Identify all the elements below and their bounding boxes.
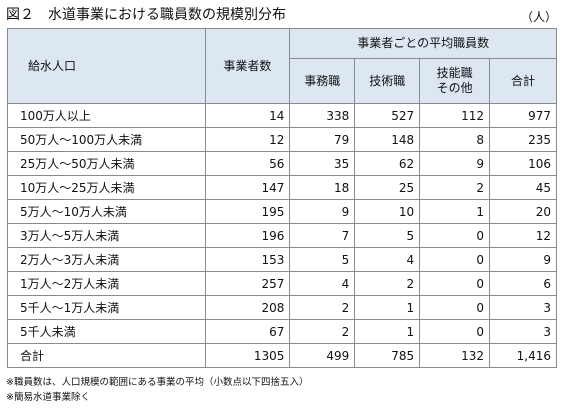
table-cell: 5千人未満 — [7, 319, 206, 344]
table-cell: 35 — [289, 151, 356, 176]
table-row: 3万人～5万人未満 196 7 5 0 12 — [7, 223, 557, 248]
table-row: 100万人以上 14 338 527 112 977 — [7, 103, 557, 128]
table-cell: 196 — [204, 223, 291, 248]
table-cell: 5万人～10万人未満 — [7, 199, 206, 224]
table-cell: 2 — [289, 319, 356, 344]
table-cell: 4 — [354, 247, 421, 272]
title: 図２ 水道事業における職員数の規模別分布 — [6, 7, 286, 23]
table-row: 2万人～3万人未満 153 5 4 0 9 — [7, 247, 557, 272]
table-cell: 106 — [489, 151, 557, 176]
header-cell: 事務職 — [289, 58, 356, 104]
table-cell: 2 — [289, 295, 356, 320]
table-cell: 235 — [489, 127, 557, 152]
header-cell: 給水人口 — [7, 28, 206, 104]
unit: （人） — [520, 10, 557, 24]
table-cell: 148 — [354, 127, 421, 152]
table-cell: 208 — [204, 295, 291, 320]
table-row: 5万人～10万人未満 195 9 10 1 20 — [7, 199, 557, 224]
header-cell: 事業者ごとの平均職員数 — [289, 28, 557, 59]
table-row: 合計 1305 499 785 132 1,416 — [7, 343, 557, 368]
header-cell: 技術職 — [354, 58, 421, 104]
table-cell: 0 — [419, 319, 491, 344]
table-cell: 45 — [489, 175, 557, 200]
staff-table: 給水人口 事業者数 事業者ごとの平均職員数 事務職 技術職 技能職 その他 合計 10… — [7, 28, 557, 368]
table-cell: 1 — [419, 199, 491, 224]
table-cell: 257 — [204, 271, 291, 296]
table-cell: 12 — [489, 223, 557, 248]
table-cell: 977 — [489, 103, 557, 128]
table-cell: 1 — [354, 319, 421, 344]
table-cell: 8 — [419, 127, 491, 152]
table-cell: 3 — [489, 295, 557, 320]
table-cell: 5千人～1万人未満 — [7, 295, 206, 320]
table-cell: 100万人以上 — [7, 103, 206, 128]
table-cell: 3 — [489, 319, 557, 344]
table-cell: 9 — [289, 199, 356, 224]
table-cell: 9 — [489, 247, 557, 272]
table-row: 25万人～50万人未満 56 35 62 9 106 — [7, 151, 557, 176]
table-cell: 1 — [354, 295, 421, 320]
note: ※簡易水道事業除く — [6, 392, 90, 403]
table-cell: 147 — [204, 175, 291, 200]
table-cell: 25 — [354, 175, 421, 200]
header-cell: 事業者数 — [204, 28, 291, 104]
table-cell: 785 — [354, 343, 421, 368]
table-cell: 5 — [354, 223, 421, 248]
table-cell: 2万人～3万人未満 — [7, 247, 206, 272]
header-cell: 技能職 その他 — [419, 58, 491, 104]
table-cell: 153 — [204, 247, 291, 272]
table-cell: 67 — [204, 319, 291, 344]
table-cell: 499 — [289, 343, 356, 368]
table-cell: 14 — [204, 103, 291, 128]
table-row: 10万人～25万人未満 147 18 25 2 45 — [7, 175, 557, 200]
table-cell: 9 — [419, 151, 491, 176]
table-row: 5千人未満 67 2 1 0 3 — [7, 319, 557, 344]
table-cell: 20 — [489, 199, 557, 224]
table-cell: 79 — [289, 127, 356, 152]
table-cell: 2 — [354, 271, 421, 296]
table-cell: 50万人～100万人未満 — [7, 127, 206, 152]
table-cell: 195 — [204, 199, 291, 224]
table-cell: 1,416 — [489, 343, 557, 368]
table-cell: 112 — [419, 103, 491, 128]
table-cell: 2 — [419, 175, 491, 200]
table-cell: 12 — [204, 127, 291, 152]
table-cell: 1305 — [204, 343, 291, 368]
table-cell: 合計 — [7, 343, 206, 368]
table-row: 1万人～2万人未満 257 4 2 0 6 — [7, 271, 557, 296]
table-cell: 132 — [419, 343, 491, 368]
table-cell: 1万人～2万人未満 — [7, 271, 206, 296]
table-cell: 0 — [419, 247, 491, 272]
table-cell: 25万人～50万人未満 — [7, 151, 206, 176]
table-cell: 0 — [419, 271, 491, 296]
table-cell: 527 — [354, 103, 421, 128]
notes: ※職員数は、人口規模の範囲にある事業の平均（小数点以下四捨五入） ※簡易水道事業除… — [6, 375, 308, 405]
table-cell: 10 — [354, 199, 421, 224]
table-cell: 0 — [419, 295, 491, 320]
table-row: 50万人～100万人未満 12 79 148 8 235 — [7, 127, 557, 152]
table-cell: 62 — [354, 151, 421, 176]
table-cell: 7 — [289, 223, 356, 248]
table-cell: 4 — [289, 271, 356, 296]
table-cell: 0 — [419, 223, 491, 248]
table-cell: 3万人～5万人未満 — [7, 223, 206, 248]
table-row: 5千人～1万人未満 208 2 1 0 3 — [7, 295, 557, 320]
table-cell: 6 — [489, 271, 557, 296]
table-cell: 18 — [289, 175, 356, 200]
table-cell: 5 — [289, 247, 356, 272]
table-cell: 56 — [204, 151, 291, 176]
header-cell: 合計 — [489, 58, 557, 104]
table-cell: 10万人～25万人未満 — [7, 175, 206, 200]
note: ※職員数は、人口規模の範囲にある事業の平均（小数点以下四捨五入） — [6, 377, 309, 388]
table-cell: 338 — [289, 103, 356, 128]
